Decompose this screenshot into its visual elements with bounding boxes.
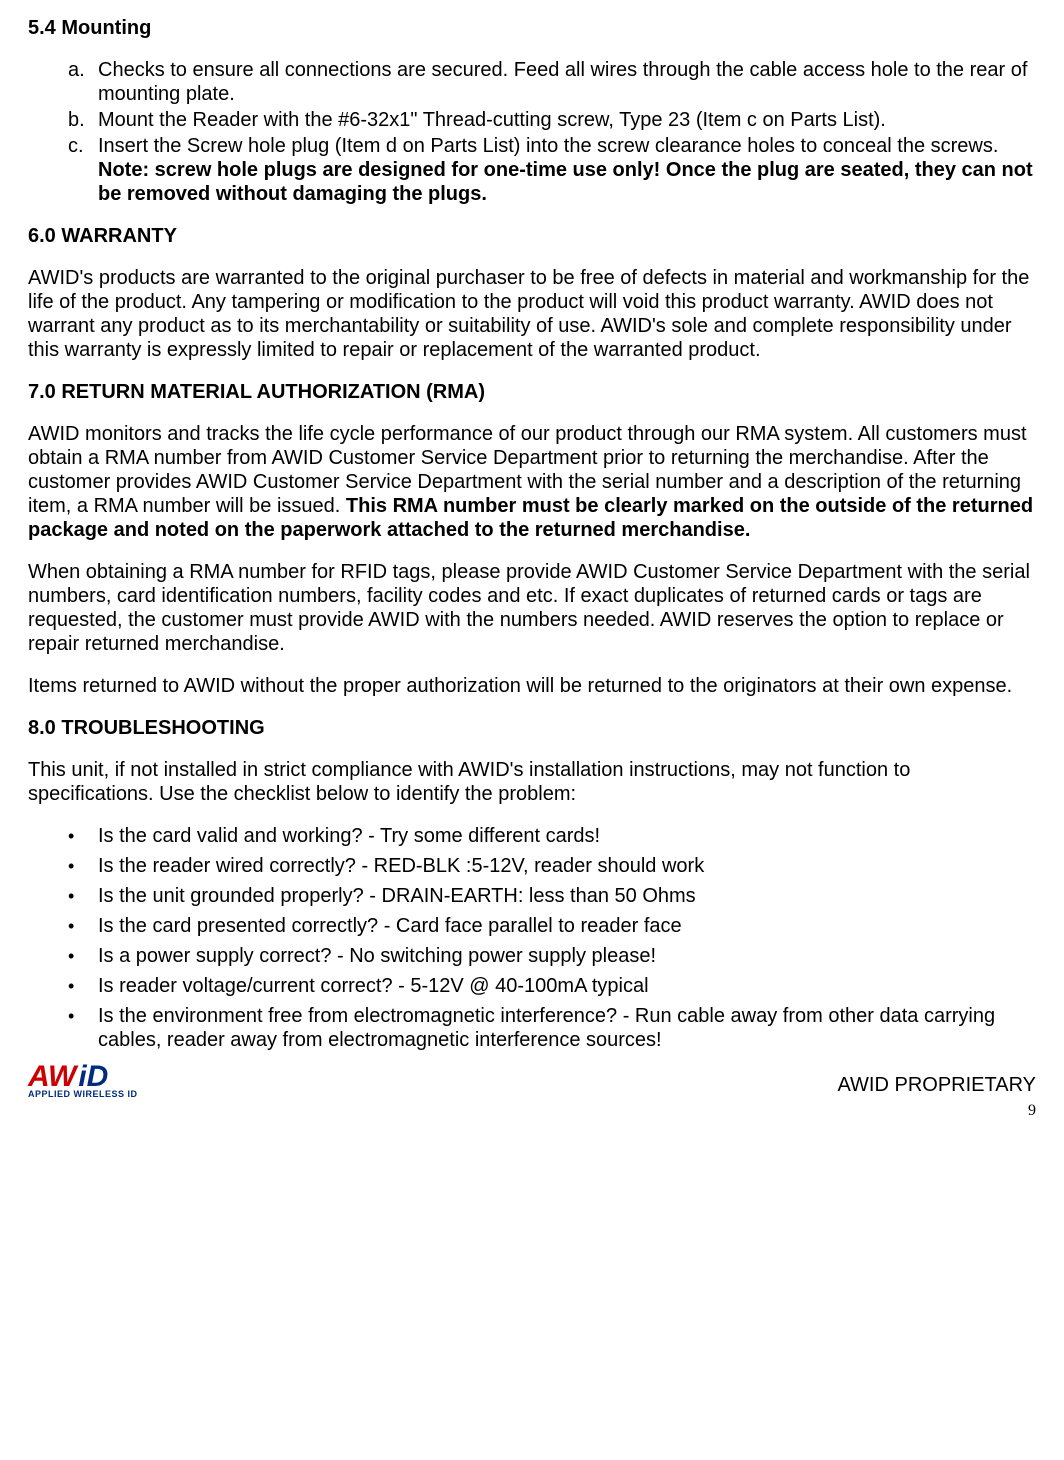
heading-5-4: 5.4 Mounting — [28, 16, 1036, 40]
list-text: Is the card valid and working? - Try som… — [98, 825, 600, 847]
list-item: • Is the card presented correctly? - Car… — [98, 914, 1036, 938]
list-item: c. Insert the Screw hole plug (Item d on… — [98, 134, 1036, 206]
list-marker: a. — [68, 58, 85, 82]
trouble-intro: This unit, if not installed in strict co… — [28, 758, 1036, 806]
heading-6-0: 6.0 WARRANTY — [28, 224, 1036, 248]
list-item: • Is the unit grounded properly? - DRAIN… — [98, 884, 1036, 908]
list-text-pre: Insert the Screw hole plug (Item d on Pa… — [98, 135, 998, 157]
list-item: a. Checks to ensure all connections are … — [98, 58, 1036, 106]
list-text: Mount the Reader with the #6-32x1" Threa… — [98, 109, 886, 131]
list-marker: b. — [68, 108, 85, 132]
bullet-icon: • — [68, 976, 74, 998]
list-item: • Is the environment free from electroma… — [98, 1004, 1036, 1052]
bullet-icon: • — [68, 946, 74, 968]
list-text: Is the card presented correctly? - Card … — [98, 915, 682, 937]
list-item: • Is the reader wired correctly? - RED-B… — [98, 854, 1036, 878]
list-text: Is the environment free from electromagn… — [98, 1005, 995, 1051]
logo-subtitle: APPLIED WIRELESS ID — [28, 1090, 138, 1099]
footer: AWiD APPLIED WIRELESS ID AWID PROPRIETAR… — [28, 1062, 1036, 1099]
bullet-icon: • — [68, 856, 74, 878]
bullet-icon: • — [68, 886, 74, 908]
bullet-icon: • — [68, 916, 74, 938]
list-text: Checks to ensure all connections are sec… — [98, 59, 1027, 105]
list-text: Is reader voltage/current correct? - 5-1… — [98, 975, 649, 997]
page-number: 9 — [28, 1101, 1036, 1120]
heading-7-0: 7.0 RETURN MATERIAL AUTHORIZATION (RMA) — [28, 380, 1036, 404]
logo-id: iD — [76, 1062, 110, 1092]
proprietary-label: AWID PROPRIETARY — [837, 1073, 1036, 1097]
rma-paragraph-1: AWID monitors and tracks the life cycle … — [28, 422, 1036, 542]
list-text: Is a power supply correct? - No switchin… — [98, 945, 656, 967]
bullet-icon: • — [68, 1006, 74, 1028]
list-marker: c. — [68, 134, 84, 158]
awid-logo: AWiD APPLIED WIRELESS ID — [28, 1062, 138, 1099]
list-text: Is the unit grounded properly? - DRAIN-E… — [98, 885, 696, 907]
list-item: • Is reader voltage/current correct? - 5… — [98, 974, 1036, 998]
list-item: b. Mount the Reader with the #6-32x1" Th… — [98, 108, 1036, 132]
list-item: • Is a power supply correct? - No switch… — [98, 944, 1036, 968]
heading-8-0: 8.0 TROUBLESHOOTING — [28, 716, 1036, 740]
checklist: • Is the card valid and working? - Try s… — [28, 824, 1036, 1052]
list-item: • Is the card valid and working? - Try s… — [98, 824, 1036, 848]
warranty-paragraph: AWID's products are warranted to the ori… — [28, 266, 1036, 362]
list-text-bold: Note: screw hole plugs are designed for … — [98, 159, 1033, 205]
rma-paragraph-3: Items returned to AWID without the prope… — [28, 674, 1036, 698]
rma-paragraph-2: When obtaining a RMA number for RFID tag… — [28, 560, 1036, 656]
bullet-icon: • — [68, 826, 74, 848]
mounting-list: a. Checks to ensure all connections are … — [28, 58, 1036, 206]
list-text: Is the reader wired correctly? - RED-BLK… — [98, 855, 704, 877]
